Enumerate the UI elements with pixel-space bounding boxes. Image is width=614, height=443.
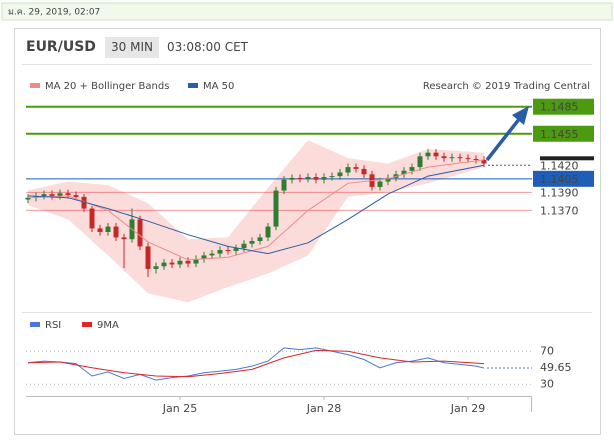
ma-line [27, 164, 485, 255]
level-box [533, 157, 594, 174]
candle-body [313, 177, 319, 180]
candle-body [361, 168, 367, 175]
candle-body [289, 177, 295, 180]
y-tick-label: 70 [540, 344, 554, 357]
legend-swatch [82, 322, 92, 327]
candle-body [273, 190, 279, 227]
legend-label: 9MA [97, 320, 119, 331]
candle-body [465, 158, 471, 160]
candle-body [473, 158, 479, 160]
level-label: 1.1485 [540, 101, 579, 114]
candle-body [449, 157, 455, 159]
level-box [533, 125, 594, 142]
candle-body [329, 176, 335, 178]
x-tick-label: Jan 28 [306, 402, 341, 415]
interval: 30 MIN [111, 40, 153, 54]
candle-body [401, 170, 407, 175]
candle-body [89, 208, 95, 229]
indicator-line [27, 347, 485, 381]
candle-body [385, 177, 391, 182]
legend-label: RSI [45, 320, 61, 331]
candle-body [337, 172, 343, 177]
candle-body [241, 243, 247, 249]
level-label: 1.1420 [540, 159, 579, 172]
candle-body [457, 157, 463, 159]
candle-body [233, 248, 239, 251]
candle-body [193, 259, 199, 264]
arrow-head [512, 106, 529, 125]
candle-body [65, 193, 71, 196]
last-value-label: 49.65 [540, 361, 572, 374]
legend-swatch [30, 83, 40, 88]
candle-body [433, 152, 439, 157]
candle-body [185, 260, 191, 264]
candle-body [137, 219, 143, 247]
candle-body [249, 241, 255, 244]
candle-body [297, 177, 303, 179]
target-arrow [485, 106, 529, 162]
timestamp: ม.ค. 29, 2019, 02:07 [8, 8, 100, 18]
candle-body [209, 253, 215, 256]
candle-body [41, 194, 47, 196]
indicator-line [27, 349, 485, 378]
legend-swatch [188, 83, 198, 88]
interval-box [105, 37, 159, 58]
candle-body [121, 237, 127, 240]
candle-body [481, 159, 487, 164]
source: Research © 2019 Trading Central [423, 81, 590, 92]
candle-body [105, 226, 111, 232]
x-tick-label: Jan 29 [450, 402, 485, 415]
level-label: 1.1405 [540, 173, 579, 186]
charts: MA 20 + Bollinger Bands MA 50 1.1485 1.1455… [25, 81, 594, 415]
candle-body [281, 179, 287, 191]
candle-body [377, 181, 383, 187]
legend-swatch [30, 322, 40, 327]
top-bar [1, 2, 613, 21]
level-label: 1.1390 [540, 186, 579, 199]
candle-body [81, 196, 87, 209]
candle-body [217, 250, 223, 254]
candle-body [113, 226, 119, 238]
candle-body [57, 193, 63, 196]
candle-body [441, 156, 447, 159]
candle-body [225, 250, 231, 252]
level-box [533, 170, 594, 187]
candle-body [153, 266, 159, 269]
candle-body [25, 197, 31, 200]
candle-body [145, 246, 151, 269]
level-label: 1.1455 [540, 128, 579, 141]
candle-body [257, 237, 263, 242]
time: 03:08:00 CET [167, 40, 249, 54]
candle-body [425, 152, 431, 157]
x-tick-label: Jan 25 [162, 402, 197, 415]
candle-body [161, 262, 167, 267]
candle-body [169, 262, 175, 265]
y-tick-label: 30 [540, 377, 554, 390]
candle-body [73, 195, 79, 197]
legend-label: MA 50 [203, 81, 234, 92]
symbol: EUR/USD [26, 39, 96, 55]
candle-body [97, 228, 103, 232]
candle-body [345, 167, 351, 173]
candle-body [305, 177, 311, 179]
candle-body [265, 226, 271, 238]
candle-body [353, 167, 359, 169]
ma-line [27, 159, 485, 261]
level-label: 1.1370 [540, 204, 579, 217]
level-box [533, 98, 594, 115]
candle-body [409, 167, 415, 171]
candle-body [321, 177, 327, 180]
candle-body [201, 255, 207, 260]
candle-body [177, 260, 183, 265]
arrow-shaft [485, 116, 522, 162]
level-box-top [540, 156, 594, 161]
candle-body [417, 156, 423, 168]
legend-label: MA 20 + Bollinger Bands [45, 81, 169, 92]
candle-body [49, 194, 55, 196]
